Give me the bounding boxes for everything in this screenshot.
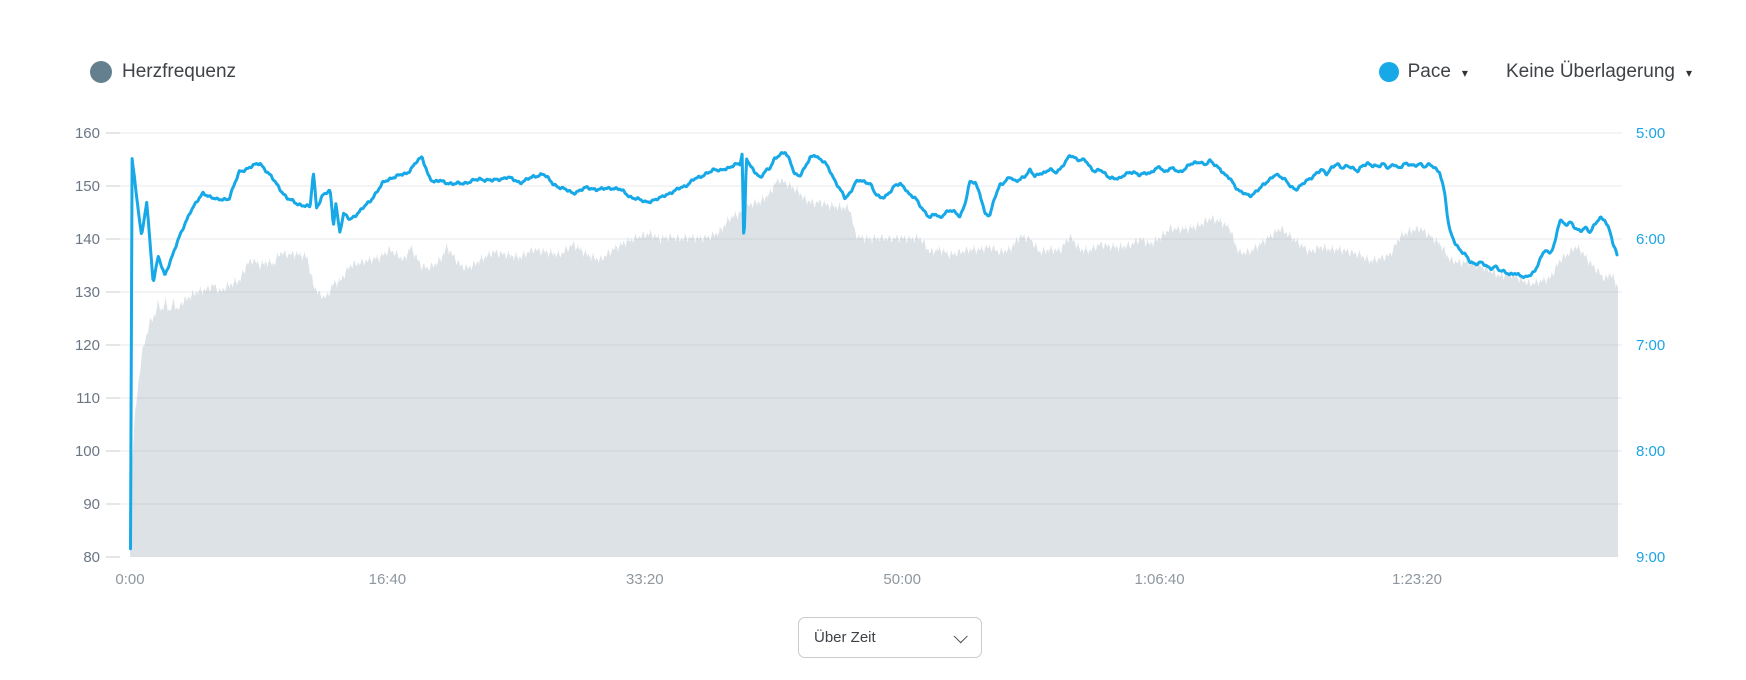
x-axis-label: 0:00 <box>115 571 144 588</box>
chart-controls: Pace ▾ Keine Überlagerung ▾ <box>1378 61 1692 83</box>
y-axis-right-label: 5:00 <box>1636 125 1665 142</box>
pace-axis-selector[interactable]: Pace ▾ <box>1378 61 1468 83</box>
caret-down-icon: ▾ <box>1461 66 1468 80</box>
legend-heart-rate[interactable]: Herzfrequenz <box>90 61 236 83</box>
y-axis-left-label: 80 <box>83 549 100 566</box>
y-axis-left-label: 150 <box>75 178 100 195</box>
pace-series-label: Pace <box>1407 61 1451 82</box>
y-axis-right-label: 7:00 <box>1636 337 1665 354</box>
pace-series-dot <box>1378 62 1399 82</box>
y-axis-right-label: 8:00 <box>1636 443 1665 460</box>
x-axis-label: 33:20 <box>626 571 664 588</box>
y-axis-left-label: 130 <box>75 284 100 301</box>
x-axis-label: 16:40 <box>369 571 407 588</box>
x-axis-label: 1:23:20 <box>1392 571 1442 588</box>
overlay-label: Keine Überlagerung <box>1505 61 1675 82</box>
y-axis-left-label: 120 <box>75 337 100 354</box>
caret-down-icon: ▾ <box>1685 66 1692 80</box>
y-axis-left-label: 110 <box>76 390 100 407</box>
x-axis-mode-wrap: Über Zeit <box>798 617 982 658</box>
heart-rate-series-label: Herzfrequenz <box>122 61 237 82</box>
y-axis-left-label: 140 <box>75 231 100 248</box>
x-axis-label: 50:00 <box>883 571 921 588</box>
y-axis-left-label: 90 <box>83 496 100 513</box>
y-axis-left-label: 160 <box>75 125 100 142</box>
heart-rate-area <box>130 177 1618 557</box>
pace-line <box>129 151 1619 551</box>
overlay-selector[interactable]: Keine Überlagerung ▾ <box>1506 61 1692 83</box>
x-axis-label: 1:06:40 <box>1135 571 1185 588</box>
heart-rate-series-dot <box>90 61 112 83</box>
y-axis-right-label: 9:00 <box>1636 549 1665 566</box>
y-axis-right-label: 6:00 <box>1636 231 1665 248</box>
y-axis-left-label: 100 <box>75 443 100 460</box>
x-axis-mode-select[interactable]: Über Zeit <box>798 617 982 658</box>
